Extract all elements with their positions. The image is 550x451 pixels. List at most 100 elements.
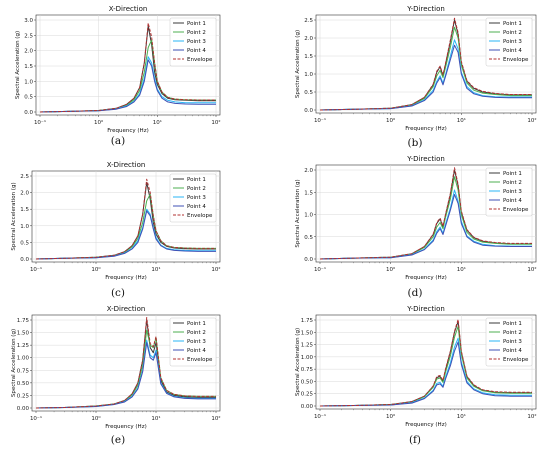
x-axis-label: Frequency (Hz) (405, 422, 446, 428)
y-tick-label: 1.25 (301, 343, 314, 349)
series-line-envelope (39, 22, 216, 113)
y-tick-label: 1.0 (24, 79, 33, 85)
series-line-envelope (319, 167, 532, 260)
legend-label: Point 4 (187, 348, 206, 354)
legend-box (485, 167, 533, 217)
y-tick-label: 1.75 (17, 318, 30, 324)
legend: Point 1 Point 2 Point 3 Point 4 Envelope (485, 317, 533, 367)
y-tick-label: 2.0 (304, 168, 313, 174)
legend-label: Point 2 (187, 186, 206, 192)
x-tick-label: 10⁻¹ (314, 413, 326, 420)
x-tick-label: 10¹ (153, 119, 162, 126)
x-tick-label: 10⁰ (91, 266, 101, 273)
legend-label: Point 3 (187, 339, 206, 345)
legend-label: Point 2 (187, 330, 206, 336)
legend-label: Point 2 (503, 330, 522, 336)
y-tick-label: 0.75 (17, 368, 30, 374)
chart-panel: 10⁻¹ 10⁰ 10¹ 10² 0.00 0.25 0.50 0.75 1.00 1.25 1.5… (11, 305, 221, 446)
series-line-envelope (319, 319, 532, 407)
legend: Point 1 Point 2 Point 3 Point 4 Envelope (485, 167, 533, 217)
y-tick-label: 1.5 (24, 64, 33, 70)
y-tick-label: 1.50 (17, 331, 30, 337)
series-line-point-2 (319, 26, 532, 111)
x-tick-label: 10² (527, 413, 536, 420)
legend-label: Point 1 (503, 21, 522, 27)
legend: Point 1 Point 2 Point 3 Point 4 Envelope (169, 17, 217, 67)
y-tick-label: 0.25 (17, 393, 30, 399)
legend-label: Point 3 (187, 39, 206, 45)
x-tick-label: 10⁰ (386, 266, 396, 273)
y-tick-label: 2.5 (304, 18, 313, 24)
series-line-point-2 (319, 325, 532, 407)
chart-title: X-Direction (109, 5, 148, 13)
series-line-envelope (35, 178, 216, 260)
panel-caption: (e) (111, 434, 125, 446)
series-line-point-4 (319, 341, 532, 407)
y-tick-label: 1.0 (304, 213, 313, 219)
y-axis-label: Spectral Acceleration (g) (11, 329, 17, 397)
y-tick-label: 3.0 (24, 18, 33, 24)
y-tick-label: 0.00 (301, 404, 314, 410)
legend-label: Point 4 (503, 48, 522, 54)
x-axis-label: Frequency (Hz) (405, 275, 446, 281)
y-tick-label: 1.50 (301, 330, 314, 336)
y-tick-label: 1.0 (304, 72, 313, 78)
chart-title: Y-Direction (406, 5, 445, 13)
legend-label: Point 3 (503, 189, 522, 195)
series-line-point-4 (39, 59, 216, 113)
legend-label: Point 1 (503, 171, 522, 177)
legend-label: Point 2 (503, 180, 522, 186)
series-line-point-4 (35, 342, 216, 409)
y-tick-label: 1.00 (17, 356, 30, 362)
y-tick-label: 1.0 (20, 224, 29, 230)
x-tick-label: 10⁰ (386, 413, 396, 420)
panel-caption: (b) (408, 137, 423, 149)
legend-box (485, 17, 533, 67)
legend-box (169, 173, 217, 223)
y-tick-label: 1.25 (17, 343, 30, 349)
x-axis-label: Frequency (Hz) (105, 424, 146, 430)
legend-label: Point 2 (503, 30, 522, 36)
legend-label: Point 3 (503, 339, 522, 345)
chart-panel: 10⁻¹ 10⁰ 10¹ 10² 0.0 0.5 1.0 1.5 2.0 2.5 3.0 X-Dire… (15, 5, 221, 147)
y-tick-label: 0.0 (304, 257, 313, 263)
x-tick-label: 10² (527, 117, 536, 124)
x-tick-label: 10² (527, 266, 536, 273)
legend-label: Point 1 (187, 21, 206, 27)
x-tick-label: 10⁻¹ (34, 119, 46, 126)
legend-label: Point 1 (187, 177, 206, 183)
y-tick-label: 0.00 (17, 406, 30, 412)
x-axis-label: Frequency (Hz) (107, 128, 148, 134)
y-tick-label: 0.5 (304, 235, 313, 241)
x-tick-label: 10² (211, 266, 220, 273)
legend-label: Point 4 (503, 348, 522, 354)
panel-caption: (a) (111, 135, 125, 147)
y-axis-label: Spectral Acceleration (g) (15, 31, 21, 99)
legend-label: Envelope (187, 213, 213, 219)
x-axis-label: Frequency (Hz) (405, 126, 446, 132)
series-line-envelope (35, 317, 216, 409)
chart-panel: 10⁻¹ 10⁰ 10¹ 10² 0.0 0.5 1.0 1.5 2.0 2.5 X-Directi… (11, 161, 221, 299)
x-tick-label: 10¹ (151, 266, 160, 273)
x-tick-label: 10⁰ (91, 415, 101, 422)
series-line-point-4 (35, 210, 216, 260)
x-tick-label: 10¹ (151, 415, 160, 422)
chart-panel: 10⁻¹ 10⁰ 10¹ 10² 0.00 0.25 0.50 0.75 1.00 1.25 1.5… (295, 305, 537, 446)
legend-label: Envelope (187, 57, 213, 63)
legend-label: Point 3 (187, 195, 206, 201)
legend-label: Point 2 (187, 30, 206, 36)
series-line-point-4 (319, 194, 532, 260)
y-tick-label: 0.50 (17, 381, 30, 387)
y-axis-label: Spectral Acceleration (g) (295, 328, 301, 396)
series-line-envelope (319, 17, 532, 111)
y-tick-label: 2.5 (20, 174, 29, 180)
legend-label: Envelope (503, 357, 529, 363)
y-tick-label: 1.75 (301, 318, 314, 324)
panel-caption: (f) (409, 434, 421, 446)
x-tick-label: 10¹ (457, 266, 466, 273)
x-tick-label: 10⁻¹ (314, 117, 326, 124)
y-tick-label: 0.5 (24, 95, 33, 101)
y-tick-label: 1.5 (304, 54, 313, 60)
y-tick-label: 0.5 (304, 90, 313, 96)
